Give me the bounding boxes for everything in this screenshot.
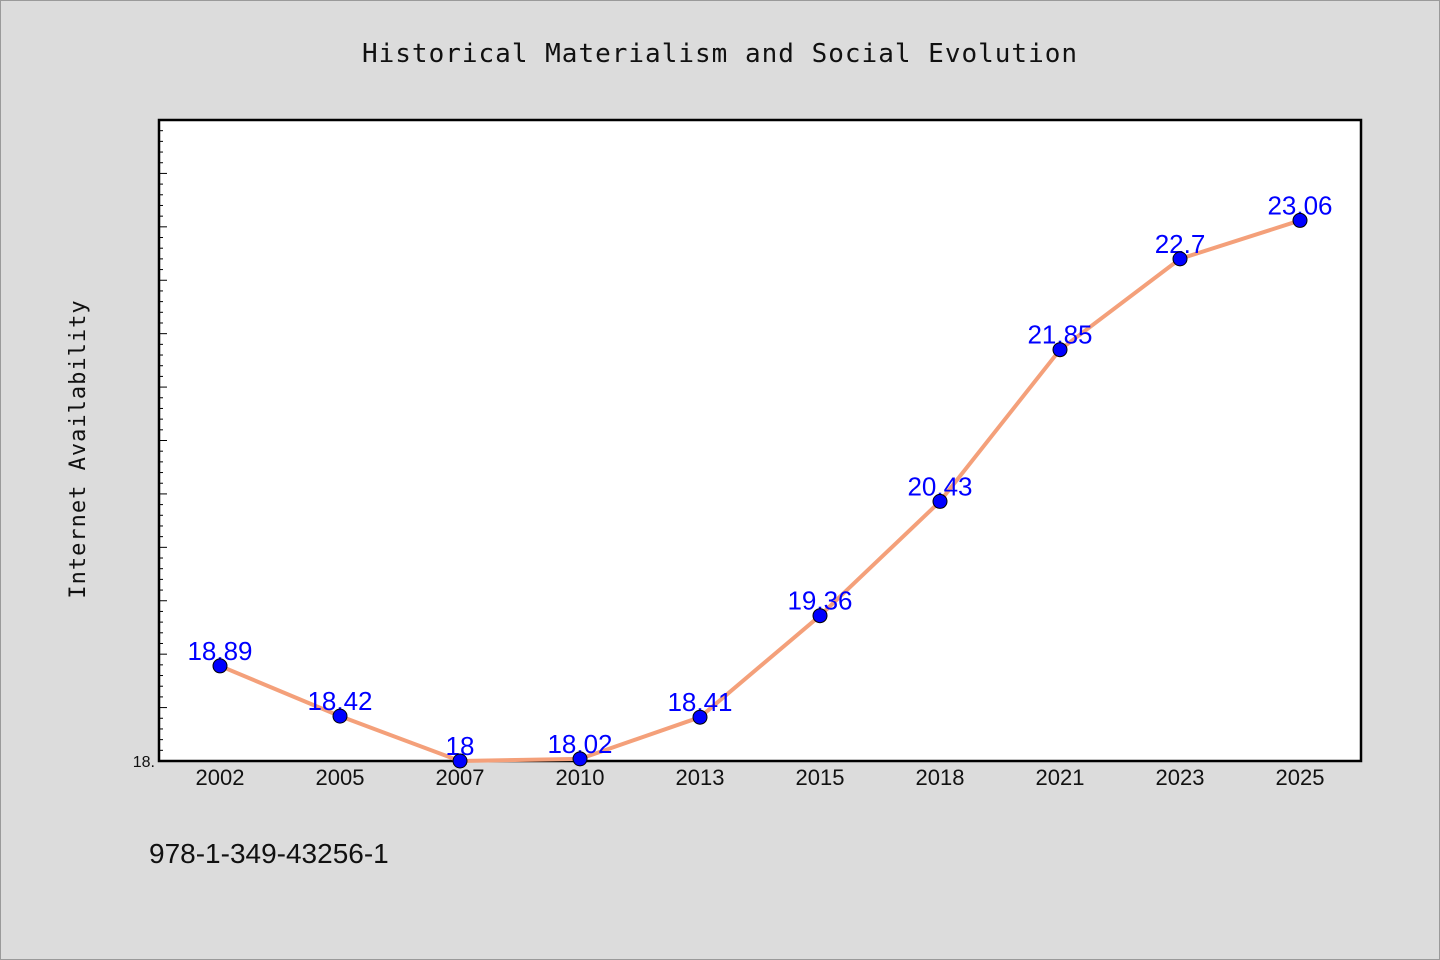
- data-point: [812, 608, 828, 624]
- chart-title: Historical Materialism and Social Evolut…: [362, 39, 1078, 69]
- x-tick-label: 2005: [316, 765, 365, 790]
- x-axis-tick-labels: 2002 2005 2007 2010 2013 2015 2018 2021 2023 2025: [196, 765, 1325, 790]
- x-tick-label: 2018: [916, 765, 965, 790]
- data-point: [332, 708, 348, 724]
- x-tick-label: 2002: [196, 765, 245, 790]
- plot-area: [157, 118, 1363, 763]
- x-tick-label: 2021: [1036, 765, 1085, 790]
- x-tick-label: 2013: [676, 765, 725, 790]
- data-point: [1052, 342, 1068, 358]
- data-point: [572, 751, 588, 767]
- data-point: [212, 658, 228, 674]
- data-point: [1292, 212, 1308, 228]
- data-point: [1172, 251, 1188, 267]
- data-point: [692, 709, 708, 725]
- data-point: [932, 493, 948, 509]
- x-tick-label: 2015: [796, 765, 845, 790]
- series-line: [219, 218, 1301, 763]
- x-tick-label: 2010: [556, 765, 605, 790]
- y-axis-label: Internet Availability: [66, 299, 91, 598]
- x-tick-label: 2007: [436, 765, 485, 790]
- x-tick-label: 2023: [1156, 765, 1205, 790]
- isbn-footer: 978-1-349-43256-1: [149, 838, 389, 869]
- data-point: [452, 753, 468, 769]
- x-tick-label: 2025: [1276, 765, 1325, 790]
- y-axis-ticks: [159, 119, 167, 762]
- data-points: [212, 212, 1308, 769]
- y-axis-tick-labels: 18.: [133, 754, 155, 771]
- y-tick-label: 18.: [133, 754, 155, 771]
